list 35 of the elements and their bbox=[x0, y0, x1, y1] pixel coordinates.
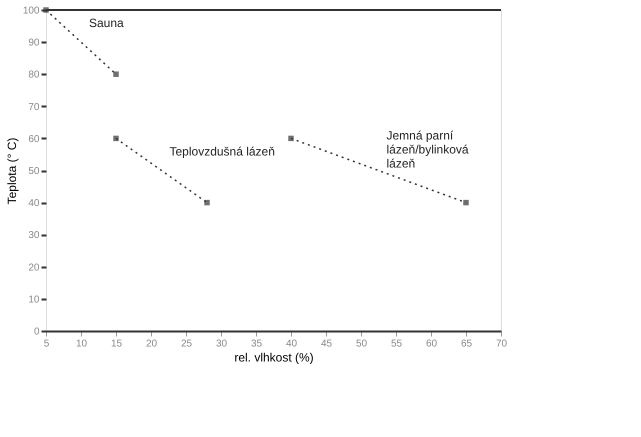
y-tick-label: 60 bbox=[28, 134, 40, 145]
x-tick-label: 25 bbox=[180, 338, 192, 350]
x-axis-title: rel. vlhkost (%) bbox=[234, 350, 314, 364]
x-tick-label: 55 bbox=[390, 338, 402, 350]
x-tick-label: 65 bbox=[460, 338, 472, 350]
y-tick-label: 10 bbox=[28, 294, 40, 306]
point bbox=[113, 136, 119, 142]
x-tick-label: 45 bbox=[320, 338, 332, 350]
x-tick-label: 70 bbox=[496, 338, 508, 350]
x-tick-label: 40 bbox=[286, 338, 298, 350]
point bbox=[204, 200, 210, 206]
x-tick-label: 15 bbox=[110, 338, 122, 350]
x-tick-label: 5 bbox=[44, 338, 50, 350]
point bbox=[463, 200, 469, 206]
x-tick-label: 60 bbox=[426, 338, 438, 350]
y-tick-label: 40 bbox=[28, 198, 40, 210]
y-tick-label: 20 bbox=[28, 262, 40, 274]
y-tick-label: 30 bbox=[28, 230, 40, 242]
y-tick-label: 100 bbox=[22, 6, 40, 16]
y-axis-title: Teplota (° C) bbox=[4, 138, 19, 204]
series-label: Teplovzdušná lázeň bbox=[170, 144, 275, 158]
y-tick-label: 70 bbox=[28, 102, 40, 113]
y-tick-label: 80 bbox=[28, 70, 40, 81]
x-tick-label: 50 bbox=[356, 338, 368, 350]
series-label: Jemná parní lázeň/bylinková lázeň bbox=[386, 128, 469, 170]
point bbox=[288, 136, 294, 142]
x-tick-label: 10 bbox=[76, 338, 88, 350]
point bbox=[113, 71, 119, 77]
y-tick-label: 50 bbox=[28, 166, 40, 177]
series-label: Sauna bbox=[89, 16, 124, 30]
y-tick-label: 90 bbox=[28, 38, 40, 49]
x-tick-label: 20 bbox=[146, 338, 158, 350]
y-tick-label: 0 bbox=[34, 326, 40, 338]
x-tick-label: 30 bbox=[216, 338, 228, 350]
x-tick-label: 35 bbox=[250, 338, 262, 350]
